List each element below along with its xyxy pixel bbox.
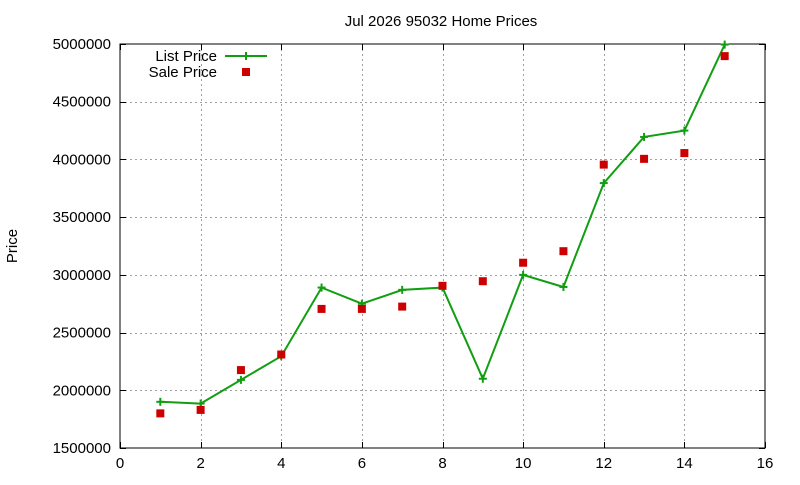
list-price-point (559, 282, 568, 291)
y-tick-label: 5000000 (53, 36, 111, 53)
list-price-point (156, 397, 165, 406)
sale-price-point (156, 409, 165, 418)
list-price-point (398, 285, 407, 294)
y-tick-label: 4000000 (53, 151, 111, 168)
y-tick-label: 2500000 (53, 325, 111, 342)
grid-lines (120, 44, 765, 448)
chart-title: Jul 2026 95032 Home Prices (345, 13, 538, 30)
legend-marker-list-price (242, 52, 250, 60)
legend-label-list-price: List Price (155, 48, 217, 65)
x-tick-label: 8 (438, 455, 446, 472)
x-axis-tick-labels: 0 2 4 6 8 10 12 14 16 (116, 455, 774, 472)
x-tick-label: 4 (277, 455, 285, 472)
x-tick-label: 14 (676, 455, 693, 472)
sale-price-point (196, 405, 205, 414)
y-tick-label: 3000000 (53, 267, 111, 284)
list-price-point (478, 374, 487, 383)
sale-price-point (438, 281, 447, 290)
x-tick-label: 12 (595, 455, 612, 472)
sale-price-point (277, 350, 286, 359)
sale-price-point (478, 277, 487, 286)
sale-price-series (156, 52, 729, 418)
list-price-point (519, 270, 528, 279)
sale-price-point (317, 304, 326, 313)
x-tick-label: 6 (358, 455, 366, 472)
sale-price-point (519, 258, 528, 267)
sale-price-point (680, 149, 689, 158)
sale-price-point (559, 247, 568, 256)
list-price-point (680, 126, 689, 135)
list-price-point (640, 132, 649, 141)
list-price-point (317, 283, 326, 292)
y-tick-label: 2000000 (53, 382, 111, 399)
x-tick-label: 16 (757, 455, 774, 472)
sale-price-point (640, 154, 649, 163)
sale-price-point (599, 160, 608, 169)
x-tick-label: 10 (515, 455, 532, 472)
data-series (156, 40, 729, 418)
axis-ticks (120, 44, 766, 449)
legend-marker-sale-price (242, 68, 250, 76)
list-price-line (160, 44, 726, 405)
x-tick-label: 0 (116, 455, 124, 472)
list-price-point (720, 40, 729, 49)
legend-label-sale-price: Sale Price (149, 64, 217, 81)
y-tick-label: 3500000 (53, 209, 111, 226)
y-tick-label: 1500000 (53, 440, 111, 457)
sale-price-point (357, 304, 366, 313)
y-tick-label: 4500000 (53, 94, 111, 111)
y-axis-label: Price (4, 229, 21, 263)
list-price-point (236, 375, 245, 384)
sale-price-point (398, 302, 407, 311)
sale-price-point (236, 366, 245, 375)
x-tick-label: 2 (196, 455, 204, 472)
sale-price-point (720, 52, 729, 61)
list-price-series (156, 40, 729, 408)
plot-frame (119, 43, 766, 449)
y-axis-tick-labels: 1500000 2000000 2500000 3000000 3500000 40000… (53, 36, 111, 457)
list-price-point (599, 179, 608, 188)
